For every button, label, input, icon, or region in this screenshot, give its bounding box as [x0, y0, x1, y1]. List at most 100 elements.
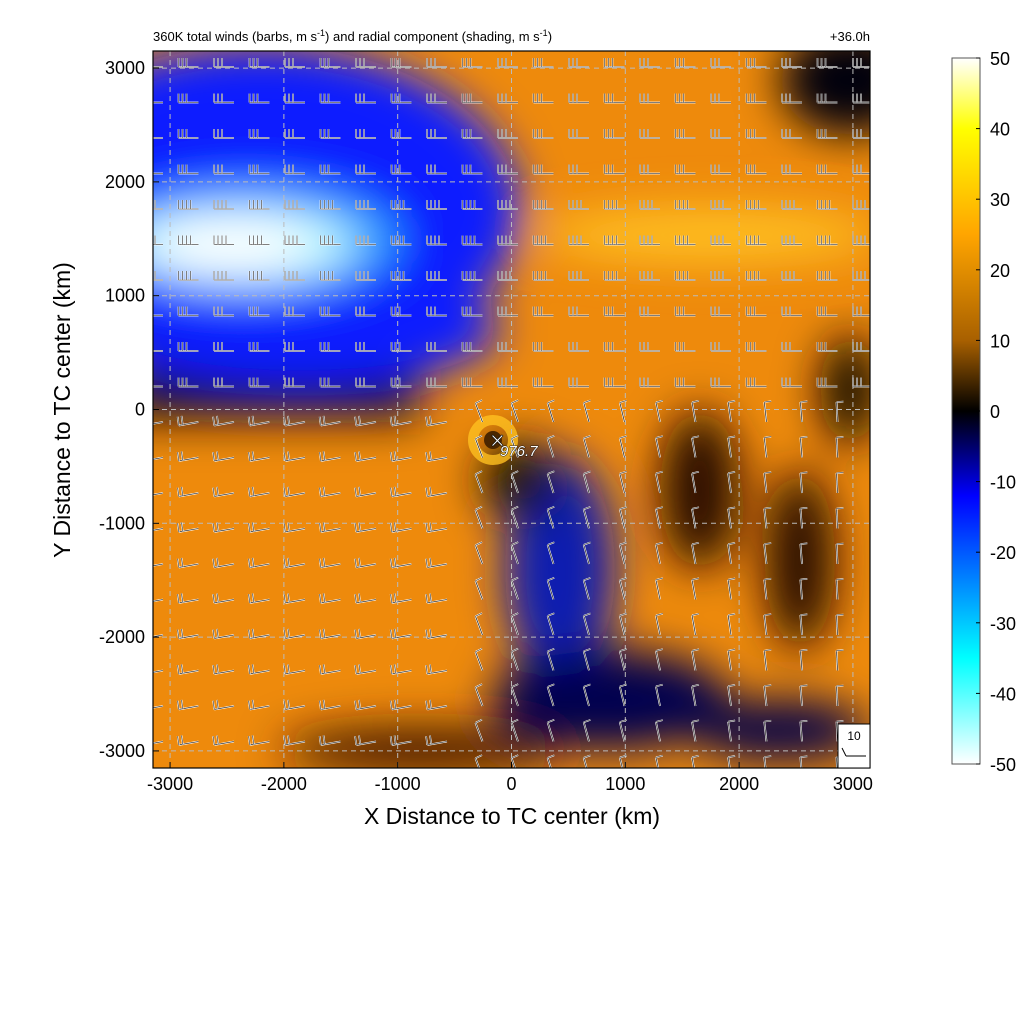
wind-barb-flag-outline: [655, 542, 663, 545]
wind-barb-outline: [249, 705, 270, 710]
wind-barb-flag-outline: [583, 613, 591, 616]
wind-barb-outline: [249, 741, 270, 746]
wind-barb-flag-outline: [146, 487, 147, 496]
wind-barb-flag-outline: [359, 771, 360, 780]
wind-barb-flag-outline: [583, 435, 591, 439]
wind-barb-flag-outline: [323, 486, 325, 496]
wind-barb-outline: [547, 686, 554, 707]
wind-barb-flag-outline: [429, 486, 432, 496]
wind-barb-outline: [547, 615, 554, 636]
wind-barb-outline: [285, 563, 306, 568]
wind-barb-flag-outline: [800, 543, 808, 545]
wind-barb-flag-outline: [800, 649, 808, 651]
wind-barb-flag-outline: [619, 542, 627, 545]
wind-barb-flag-outline: [425, 665, 428, 675]
wind-barb-flag-outline: [248, 558, 251, 568]
wind-barb-flag-outline: [212, 452, 215, 462]
wind-barb-outline: [214, 599, 235, 604]
wind-barb-flag-outline: [764, 400, 772, 403]
forecast-time: +36.0h: [830, 29, 870, 44]
wind-barb-outline: [475, 580, 483, 600]
wind-barb-flag-outline: [426, 772, 427, 781]
wind-barb-flag-outline: [583, 471, 591, 474]
wind-barb-flag-outline: [800, 578, 808, 580]
wind-barb-flag-outline: [764, 436, 772, 438]
wind-barb-flag-outline: [800, 507, 808, 509]
wind-barb-flag-outline: [252, 522, 254, 532]
wind-barb-outline: [547, 438, 554, 458]
wind-barb-outline: [836, 615, 838, 636]
wind-barb-flag-outline: [146, 664, 147, 673]
y-tick-label: 2000: [105, 172, 145, 192]
wind-barb-outline: [583, 757, 587, 768]
wind-barb-flag-outline: [248, 665, 251, 675]
wind-barb-outline: [249, 563, 270, 568]
wind-barb-flag-outline: [319, 629, 322, 639]
wind-barb-outline: [619, 402, 625, 423]
wind-barb-outline: [800, 544, 803, 565]
wind-barb-outline: [285, 599, 306, 604]
wind-barb-flag-outline: [394, 486, 396, 496]
wind-barb-flag-outline: [323, 522, 325, 532]
wind-barb-flag-outline: [177, 629, 180, 639]
wind-barb-outline: [800, 650, 803, 671]
wind-barb-outline: [691, 686, 696, 707]
wind-barb-outline: [475, 651, 483, 671]
wind-barb-outline: [547, 580, 554, 600]
colorbar-tick-label: 40: [990, 120, 1010, 140]
wind-barb-flag-outline: [319, 665, 322, 675]
wind-barb-flag-outline: [475, 754, 483, 759]
wind-barb-flag-outline: [283, 487, 286, 497]
wind-barb-outline: [178, 634, 199, 639]
wind-barb-flag-outline: [390, 487, 393, 497]
wind-barb-flag-outline: [430, 771, 431, 780]
grid: [153, 51, 870, 768]
wind-barb-flag-outline: [547, 577, 555, 581]
wind-barb-flag-outline: [425, 558, 428, 568]
wind-barb-flag-outline: [358, 593, 361, 603]
wind-barb-flag-outline: [511, 612, 519, 617]
wind-barb-outline: [214, 421, 235, 426]
wind-barb-outline: [547, 651, 554, 671]
wind-barb-outline: [511, 651, 519, 671]
colorbar-tick-label: -20: [990, 543, 1016, 563]
wind-barb-outline: [285, 705, 306, 710]
wind-barb-outline: [800, 721, 803, 742]
wind-barb-flag-outline: [212, 558, 215, 568]
wind-barb-flag-outline: [283, 523, 286, 533]
wind-barb-flag-outline: [216, 557, 219, 567]
wind-barb-flag-outline: [146, 629, 147, 638]
wind-barb-flag-outline: [583, 684, 591, 687]
wind-barb-flag-outline: [394, 557, 396, 567]
wind-barb-flag-outline: [692, 649, 700, 652]
wind-barb-flag-outline: [358, 486, 361, 496]
wind-barb-outline: [727, 686, 732, 707]
wind-barb-flag-outline: [429, 451, 432, 461]
colorbar-tick-label: -40: [990, 684, 1016, 704]
colorbar-tick-label: 50: [990, 49, 1010, 69]
wind-barb-flag-outline: [692, 507, 700, 510]
wind-barb-flag-outline: [212, 523, 215, 533]
wind-barb-flag-outline: [619, 719, 627, 723]
wind-barb-flag-outline: [146, 522, 147, 531]
wind-barb-flag-outline: [252, 699, 254, 709]
wind-barb-outline: [214, 492, 235, 497]
wind-barb-outline: [285, 741, 306, 746]
wind-barb-flag-outline: [583, 542, 591, 545]
wind-barb-outline: [547, 722, 554, 742]
wind-barb-flag-outline: [692, 755, 700, 758]
wind-barb-outline: [511, 509, 519, 529]
wind-barb-flag-outline: [692, 720, 700, 723]
wind-barb-flag-outline: [692, 436, 700, 439]
wind-barb-flag-outline: [655, 471, 663, 474]
center-x-symbol: ×: [489, 428, 506, 452]
wind-barb-outline: [583, 580, 590, 600]
wind-barb-outline: [214, 741, 235, 746]
wind-barb-flag-outline: [252, 735, 254, 745]
wind-barb-flag-outline: [177, 523, 180, 533]
wind-barb-flag-outline: [142, 594, 143, 603]
wind-barb-flag-outline: [287, 699, 290, 709]
wind-barb-flag-outline: [390, 594, 393, 604]
wind-barb-flag-outline: [323, 415, 325, 425]
wind-barb-flag-outline: [216, 415, 219, 425]
